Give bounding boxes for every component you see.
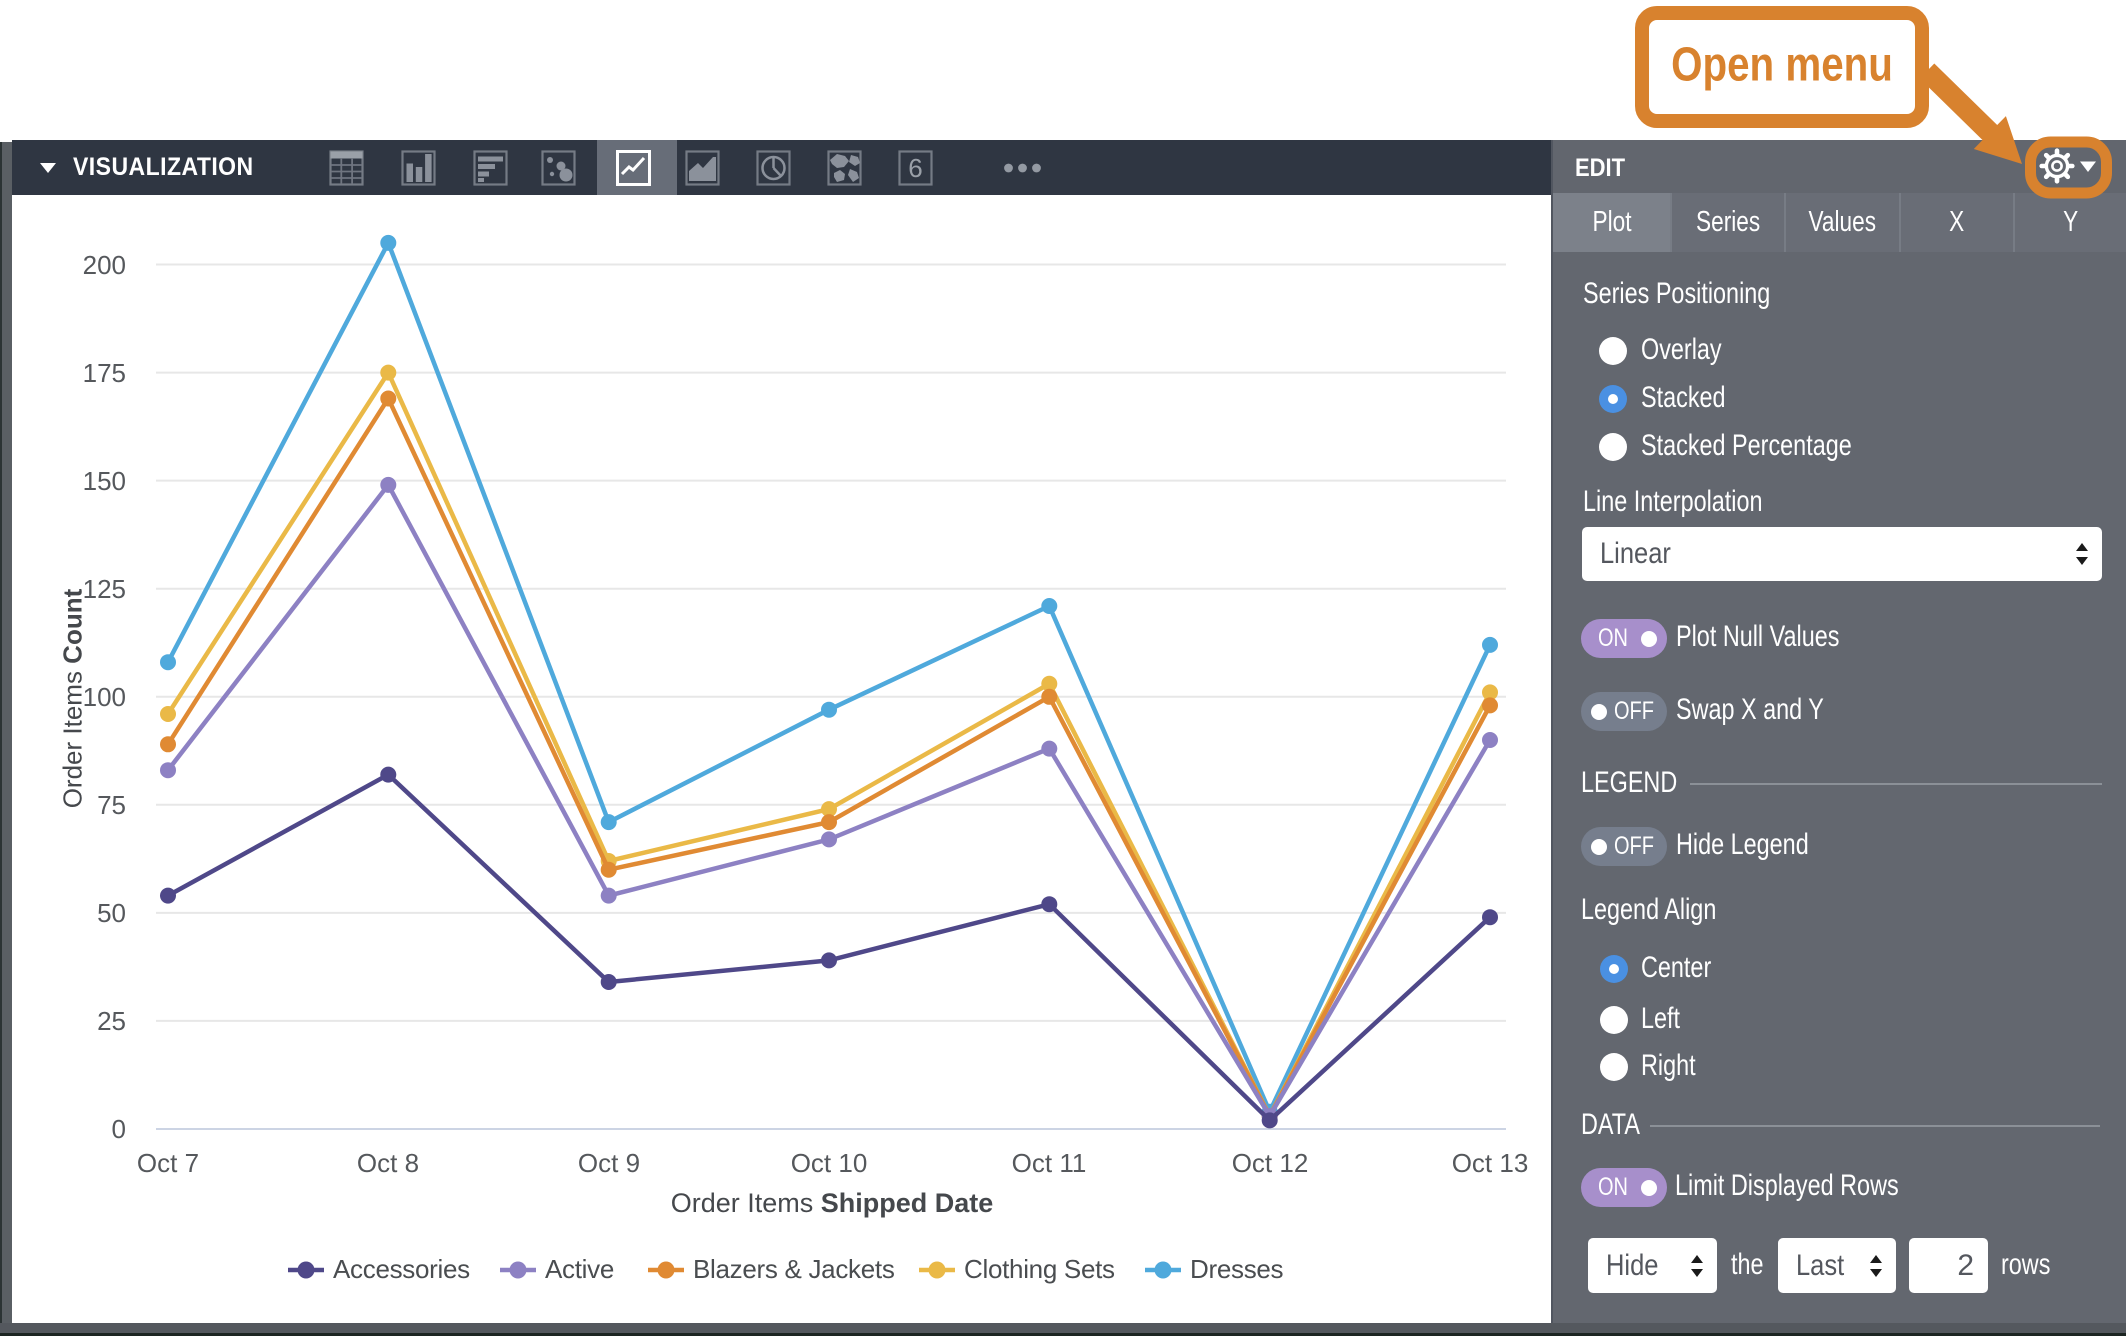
svg-text:6: 6 — [908, 153, 922, 183]
